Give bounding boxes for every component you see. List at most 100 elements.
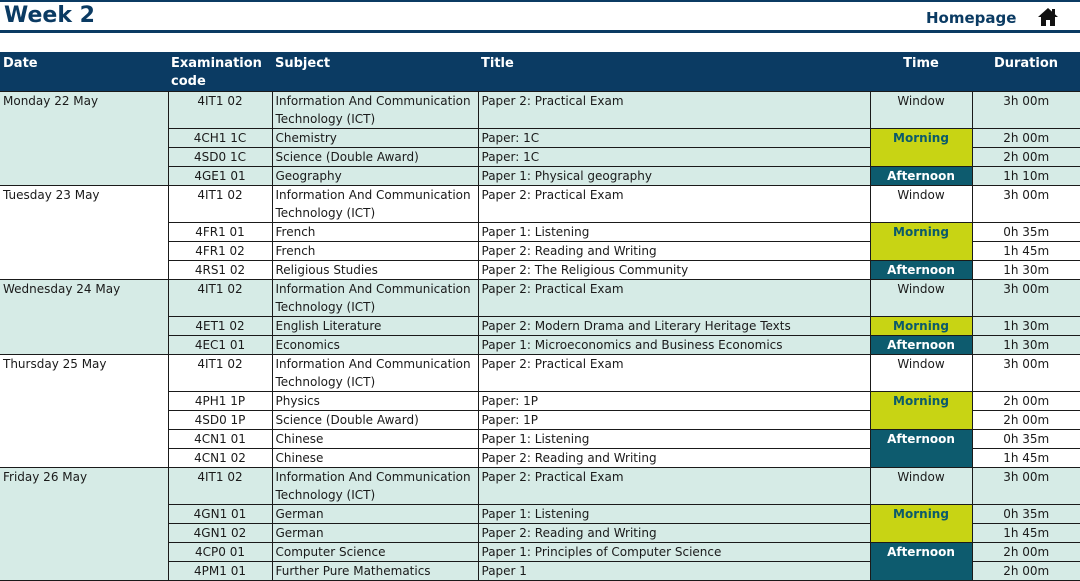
paper-title-cell: Paper 1: Listening [477, 504, 871, 524]
subject-cell: Physics [271, 391, 479, 411]
duration-cell: 1h 10m [971, 166, 1080, 186]
exam-code-cell: 4CP0 01 [167, 542, 273, 562]
exam-code-cell: 4FR1 01 [167, 222, 273, 242]
timetable-body: Monday 22 May 4IT1 02 Information And Comm… [0, 91, 1080, 581]
duration-cell: 3h 00m [971, 91, 1080, 129]
subject-cell: Economics [271, 335, 479, 355]
session-morning-cell: Morning [869, 504, 973, 543]
exam-code-cell: 4IT1 02 [167, 185, 273, 223]
duration-cell: 1h 30m [971, 335, 1080, 355]
table-row: 4FR1 01 French Paper 1: Listening Morning 0h… [0, 222, 1080, 261]
homepage-link[interactable]: Homepage [926, 9, 1017, 27]
session-morning-cell: Morning [869, 222, 973, 261]
table-row: Tuesday 23 May 4IT1 02 Information And Com… [0, 185, 1080, 280]
table-row: 4CP0 01 Computer Science Paper 1: Principl… [0, 542, 1080, 581]
subject-cell: Computer Science [271, 542, 479, 562]
duration-cell: 3h 00m [971, 354, 1080, 392]
subject-cell: Chinese [271, 429, 479, 449]
session-morning-cell: Morning [869, 316, 973, 336]
duration-cell: 1h 30m [971, 260, 1080, 280]
paper-title-cell: Paper: 1P [477, 391, 871, 411]
table-row: 4GN1 01 German Paper 1: Listening Morning 0h… [0, 504, 1080, 543]
exam-code-cell: 4IT1 02 [167, 467, 273, 505]
duration-cell: 1h 45m [971, 523, 1080, 543]
paper-title-cell: Paper 1 [477, 561, 871, 581]
paper-title-cell: Paper: 1C [477, 128, 871, 148]
session-window-cell: Window [869, 279, 973, 317]
paper-title-cell: Paper 2: Modern Drama and Literary Herit… [477, 316, 871, 336]
duration-cell: 2h 00m [971, 391, 1080, 411]
exam-code-cell: 4IT1 02 [167, 91, 273, 129]
table-row: Thursday 25 May 4IT1 02 Information And Co… [0, 354, 1080, 468]
exam-code-cell: 4IT1 02 [167, 279, 273, 317]
table-row: 4EC1 01 Economics Paper 1: Microeconomics … [0, 335, 1080, 355]
header-bottom-rule [0, 30, 1080, 33]
subject-cell: Religious Studies [271, 260, 479, 280]
table-row: 4RS1 02 Religious Studies Paper 2: The Rel… [0, 260, 1080, 280]
paper-title-cell: Paper 2: Practical Exam [477, 279, 871, 317]
page-header: Week 2 Homepage [0, 0, 1080, 33]
duration-cell: 2h 00m [971, 542, 1080, 562]
home-icon[interactable] [1037, 7, 1059, 27]
paper-title-cell: Paper: 1P [477, 410, 871, 430]
duration-cell: 2h 00m [971, 410, 1080, 430]
page-title: Week 2 [4, 3, 95, 28]
paper-title-cell: Paper 1: Listening [477, 429, 871, 449]
table-row: 4FR1 02 French Paper 2: Reading and Writin… [0, 241, 1080, 261]
table-row: Monday 22 May 4IT1 02 Information And Comm… [0, 91, 1080, 186]
paper-title-cell: Paper: 1C [477, 147, 871, 167]
duration-cell: 3h 00m [971, 185, 1080, 223]
duration-cell: 0h 35m [971, 222, 1080, 242]
duration-cell: 2h 00m [971, 561, 1080, 581]
paper-title-cell: Paper 1: Principles of Computer Science [477, 542, 871, 562]
paper-title-cell: Paper 1: Listening [477, 222, 871, 242]
duration-cell: 0h 35m [971, 504, 1080, 524]
exam-code-cell: 4ET1 02 [167, 316, 273, 336]
exam-code-cell: 4GN1 02 [167, 523, 273, 543]
table-row: 4CN1 01 Chinese Paper 1: Listening Afternoo… [0, 429, 1080, 468]
exam-date-cell: Thursday 25 May [0, 354, 169, 468]
exam-date-cell: Friday 26 May [0, 467, 169, 581]
duration-cell: 2h 00m [971, 128, 1080, 148]
subject-cell: Information And Communication Technology… [271, 467, 479, 505]
table-row: 4CN1 02 Chinese Paper 2: Reading and Writi… [0, 448, 1080, 468]
duration-cell: 0h 35m [971, 429, 1080, 449]
column-header-duration: Duration [972, 52, 1080, 92]
table-header-row: Date Examination code Subject Title Time… [0, 52, 1080, 92]
session-window-cell: Window [869, 91, 973, 129]
table-row: 4GN1 02 German Paper 2: Reading and Writin… [0, 523, 1080, 543]
subject-cell: German [271, 523, 479, 543]
column-header-code: Examination code [168, 52, 272, 92]
column-header-title: Title [478, 52, 870, 92]
session-afternoon-cell: Afternoon [869, 166, 973, 186]
session-window-cell: Window [869, 185, 973, 223]
session-afternoon-cell: Afternoon [869, 429, 973, 468]
exam-date-cell: Wednesday 24 May [0, 279, 169, 355]
exam-date-cell: Tuesday 23 May [0, 185, 169, 280]
paper-title-cell: Paper 1: Microeconomics and Business Eco… [477, 335, 871, 355]
header-top-rule [0, 0, 1080, 2]
exam-code-cell: 4SD0 1P [167, 410, 273, 430]
duration-cell: 2h 00m [971, 147, 1080, 167]
paper-title-cell: Paper 2: Practical Exam [477, 467, 871, 505]
paper-title-cell: Paper 2: Reading and Writing [477, 523, 871, 543]
session-afternoon-cell: Afternoon [869, 260, 973, 280]
subject-cell: German [271, 504, 479, 524]
paper-title-cell: Paper 2: Practical Exam [477, 354, 871, 392]
column-header-subject: Subject [272, 52, 478, 92]
subject-cell: Information And Communication Technology… [271, 91, 479, 129]
duration-cell: 1h 45m [971, 241, 1080, 261]
duration-cell: 3h 00m [971, 279, 1080, 317]
subject-cell: Information And Communication Technology… [271, 279, 479, 317]
exam-code-cell: 4CH1 1C [167, 128, 273, 148]
subject-cell: Chinese [271, 448, 479, 468]
session-morning-cell: Morning [869, 128, 973, 167]
exam-code-cell: 4IT1 02 [167, 354, 273, 392]
exam-code-cell: 4CN1 02 [167, 448, 273, 468]
session-morning-cell: Morning [869, 391, 973, 430]
table-row: 4GE1 01 Geography Paper 1: Physical geogra… [0, 166, 1080, 186]
column-header-date: Date [0, 52, 168, 92]
column-header-time: Time [870, 52, 972, 92]
subject-cell: Information And Communication Technology… [271, 354, 479, 392]
table-row: Wednesday 24 May 4IT1 02 Information And C… [0, 279, 1080, 355]
